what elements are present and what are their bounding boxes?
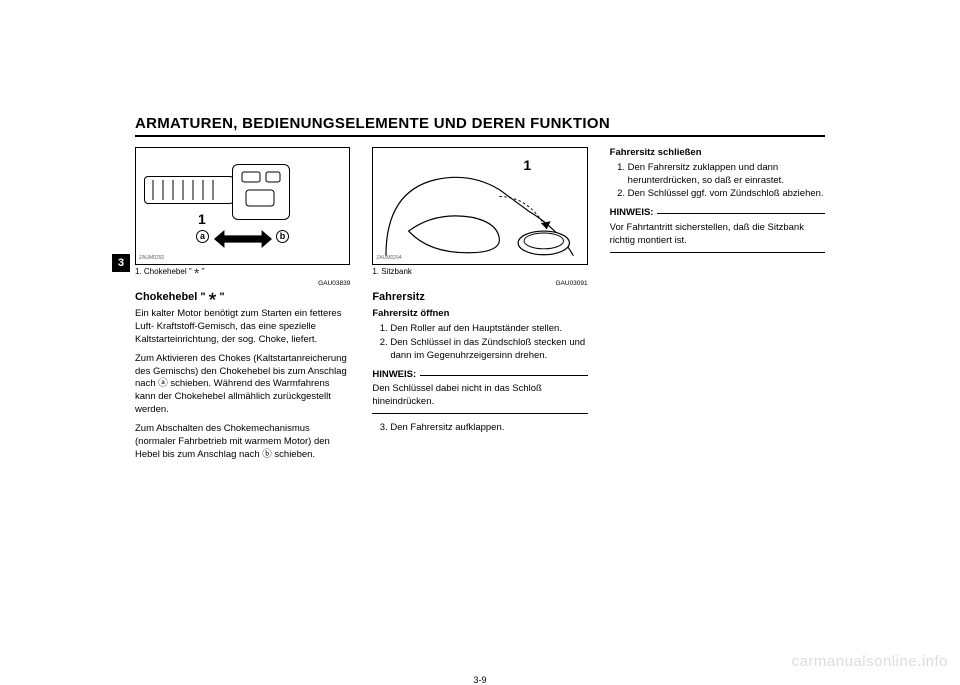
list-item: Den Roller auf den Hauptständer stellen. xyxy=(390,323,587,336)
chapter-tab: 3 xyxy=(112,254,130,272)
steps-open-cont: Den Fahrersitz aufklappen. xyxy=(372,422,587,435)
column-1: 1 a b ZAUM0292 1. Chokehebel " 🞰 " GAU03… xyxy=(135,147,350,467)
callout-a: a xyxy=(196,230,209,243)
double-arrow-icon xyxy=(214,230,272,248)
page-content: ARMATUREN, BEDIENUNGSELEMENTE UND DEREN … xyxy=(135,115,825,467)
column-2: 1 ZAUM0294 1. Sitzbank GAU03091 Fahrersi… xyxy=(372,147,587,467)
section-title-seat: Fahrersitz xyxy=(372,290,587,305)
note-text: Den Schlüssel dabei nicht in das Schloß … xyxy=(372,383,587,409)
watermark: carmanualsonline.info xyxy=(792,653,948,670)
section-title-choke: Chokehebel " 🞰 " xyxy=(135,290,350,305)
paragraph: Zum Abschalten des Chokemechanismus (nor… xyxy=(135,423,350,461)
figure-caption: 1. Sitzbank xyxy=(372,267,587,278)
column-layout: 1 a b ZAUM0292 1. Chokehebel " 🞰 " GAU03… xyxy=(135,147,825,467)
figure-code: ZAUM0294 xyxy=(376,255,401,262)
switch-detail-icon xyxy=(236,168,286,216)
figure-seat: 1 ZAUM0294 xyxy=(372,147,587,265)
page-number: 3-9 xyxy=(135,675,825,685)
callout-1: 1 xyxy=(198,210,206,229)
note-label: HINWEIS: xyxy=(372,369,416,382)
callout-b: b xyxy=(276,230,289,243)
note-heading: HINWEIS: xyxy=(372,369,587,382)
page-title: ARMATUREN, BEDIENUNGSELEMENTE UND DEREN … xyxy=(135,115,825,132)
grip-lines-icon xyxy=(148,180,228,200)
list-item: Den Schlüssel ggf. vom Zündschloß abzieh… xyxy=(628,188,825,201)
steps-close: Den Fahrersitz zuklappen und dann herunt… xyxy=(610,162,825,201)
note-label: HINWEIS: xyxy=(610,207,654,220)
seat-illustration-icon xyxy=(381,162,578,261)
list-item: Den Fahrersitz zuklappen und dann herunt… xyxy=(628,162,825,188)
figure-choke-lever: 1 a b ZAUM0292 xyxy=(135,147,350,265)
figure-code: ZAUM0292 xyxy=(139,255,164,262)
note-heading: HINWEIS: xyxy=(610,207,825,220)
callout-1: 1 xyxy=(523,156,531,175)
subheading-close: Fahrersitz schließen xyxy=(610,147,825,160)
page-header: ARMATUREN, BEDIENUNGSELEMENTE UND DEREN … xyxy=(135,115,825,137)
figure-caption: 1. Chokehebel " 🞰 " xyxy=(135,267,350,278)
column-3: Fahrersitz schließen Den Fahrersitz zukl… xyxy=(610,147,825,467)
ref-code: GAU03839 xyxy=(135,280,350,289)
paragraph: Ein kalter Motor benötigt zum Starten ei… xyxy=(135,308,350,346)
steps-open: Den Roller auf den Hauptständer stellen.… xyxy=(372,323,587,362)
ref-code: GAU03091 xyxy=(372,280,587,289)
paragraph: Zum Aktivieren des Chokes (Kaltstartanre… xyxy=(135,353,350,417)
note-text: Vor Fahrtantritt sicherstellen, daß die … xyxy=(610,222,825,248)
list-item: Den Fahrersitz aufklappen. xyxy=(390,422,587,435)
subheading-open: Fahrersitz öffnen xyxy=(372,308,587,321)
list-item: Den Schlüssel in das Zündschloß stecken … xyxy=(390,337,587,363)
